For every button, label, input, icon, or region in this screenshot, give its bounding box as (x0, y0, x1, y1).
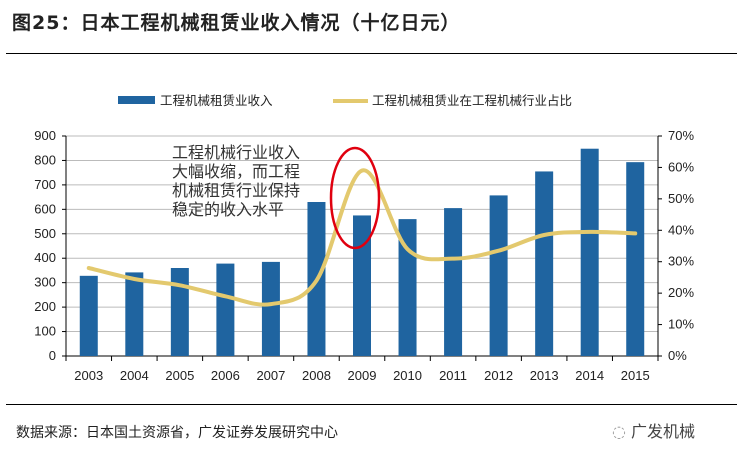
wechat-icon: ◌ (612, 422, 632, 441)
x-tick-label: 2007 (256, 368, 285, 383)
brand-watermark: ◌ 广发机械 (612, 418, 695, 442)
right-tick-label: 40% (668, 222, 694, 237)
bar-2007 (261, 261, 280, 356)
left-tick-label: 100 (34, 324, 56, 339)
source-note: 数据来源：日本国土资源省，广发证券发展研究中心 (16, 425, 338, 441)
x-tick-label: 2011 (439, 368, 467, 383)
left-tick-label: 400 (34, 250, 56, 265)
left-tick-label: 300 (34, 275, 56, 290)
right-tick-label: 70% (668, 128, 694, 143)
bar-2015 (626, 162, 645, 356)
highlight-ellipse (329, 146, 381, 250)
bar-2011 (444, 208, 463, 356)
left-tick-label: 800 (34, 152, 56, 167)
left-tick-label: 600 (34, 201, 56, 216)
x-tick-label: 2003 (74, 368, 103, 383)
x-tick-label: 2015 (621, 368, 650, 383)
right-tick-label: 10% (668, 317, 694, 332)
right-tick-label: 50% (668, 191, 694, 206)
legend-bar-swatch (118, 96, 155, 104)
x-tick-label: 2009 (348, 368, 377, 383)
chart: 0 100 200 300 400 500 600 700 800 900 0% 10% 20% 30% 4… (34, 93, 694, 383)
x-tick-label: 2006 (211, 368, 240, 383)
bar-2003 (79, 275, 98, 356)
right-tick-label: 20% (668, 285, 694, 300)
left-tick-label: 0 (49, 348, 56, 363)
x-tick-label: 2008 (302, 368, 331, 383)
right-tick-label: 60% (668, 159, 694, 174)
left-tick-label: 700 (34, 177, 56, 192)
x-tick-label: 2013 (530, 368, 559, 383)
bottom-rule (6, 404, 737, 405)
annotation-line: 稳定的收入水平 (172, 201, 284, 219)
left-tick-label: 900 (34, 128, 56, 143)
bar-2009 (353, 215, 371, 356)
bar-2004 (125, 272, 144, 356)
bar-2012 (489, 195, 508, 356)
bar-2013 (535, 171, 554, 356)
right-tick-label: 0% (668, 348, 687, 363)
bar-2006 (216, 263, 235, 356)
x-tick-label: 2005 (165, 368, 194, 383)
left-tick-label: 200 (34, 299, 56, 314)
left-tick-label: 500 (34, 226, 56, 241)
x-tick-label: 2010 (393, 368, 422, 383)
x-tick-label: 2014 (575, 368, 604, 383)
bar-2005 (170, 268, 189, 356)
legend-bar-label: 工程机械租赁业收入 (160, 93, 273, 108)
x-tick-label: 2012 (484, 368, 513, 383)
legend-line-label: 工程机械租赁业在工程机械行业占比 (372, 93, 572, 108)
bar-2014 (580, 148, 599, 356)
top-rule (6, 53, 737, 54)
right-tick-label: 30% (668, 254, 694, 269)
annotation-line: 大幅收缩，而工程 (172, 163, 300, 181)
annotation-line: 工程机械行业收入 (172, 144, 300, 162)
x-tick-label: 2004 (120, 368, 149, 383)
annotation-line: 机械租赁行业保持 (172, 182, 300, 200)
figure-title: 图25：日本工程机械租赁业收入情况（十亿日元） (12, 12, 461, 34)
brand-text: 广发机械 (631, 422, 696, 441)
